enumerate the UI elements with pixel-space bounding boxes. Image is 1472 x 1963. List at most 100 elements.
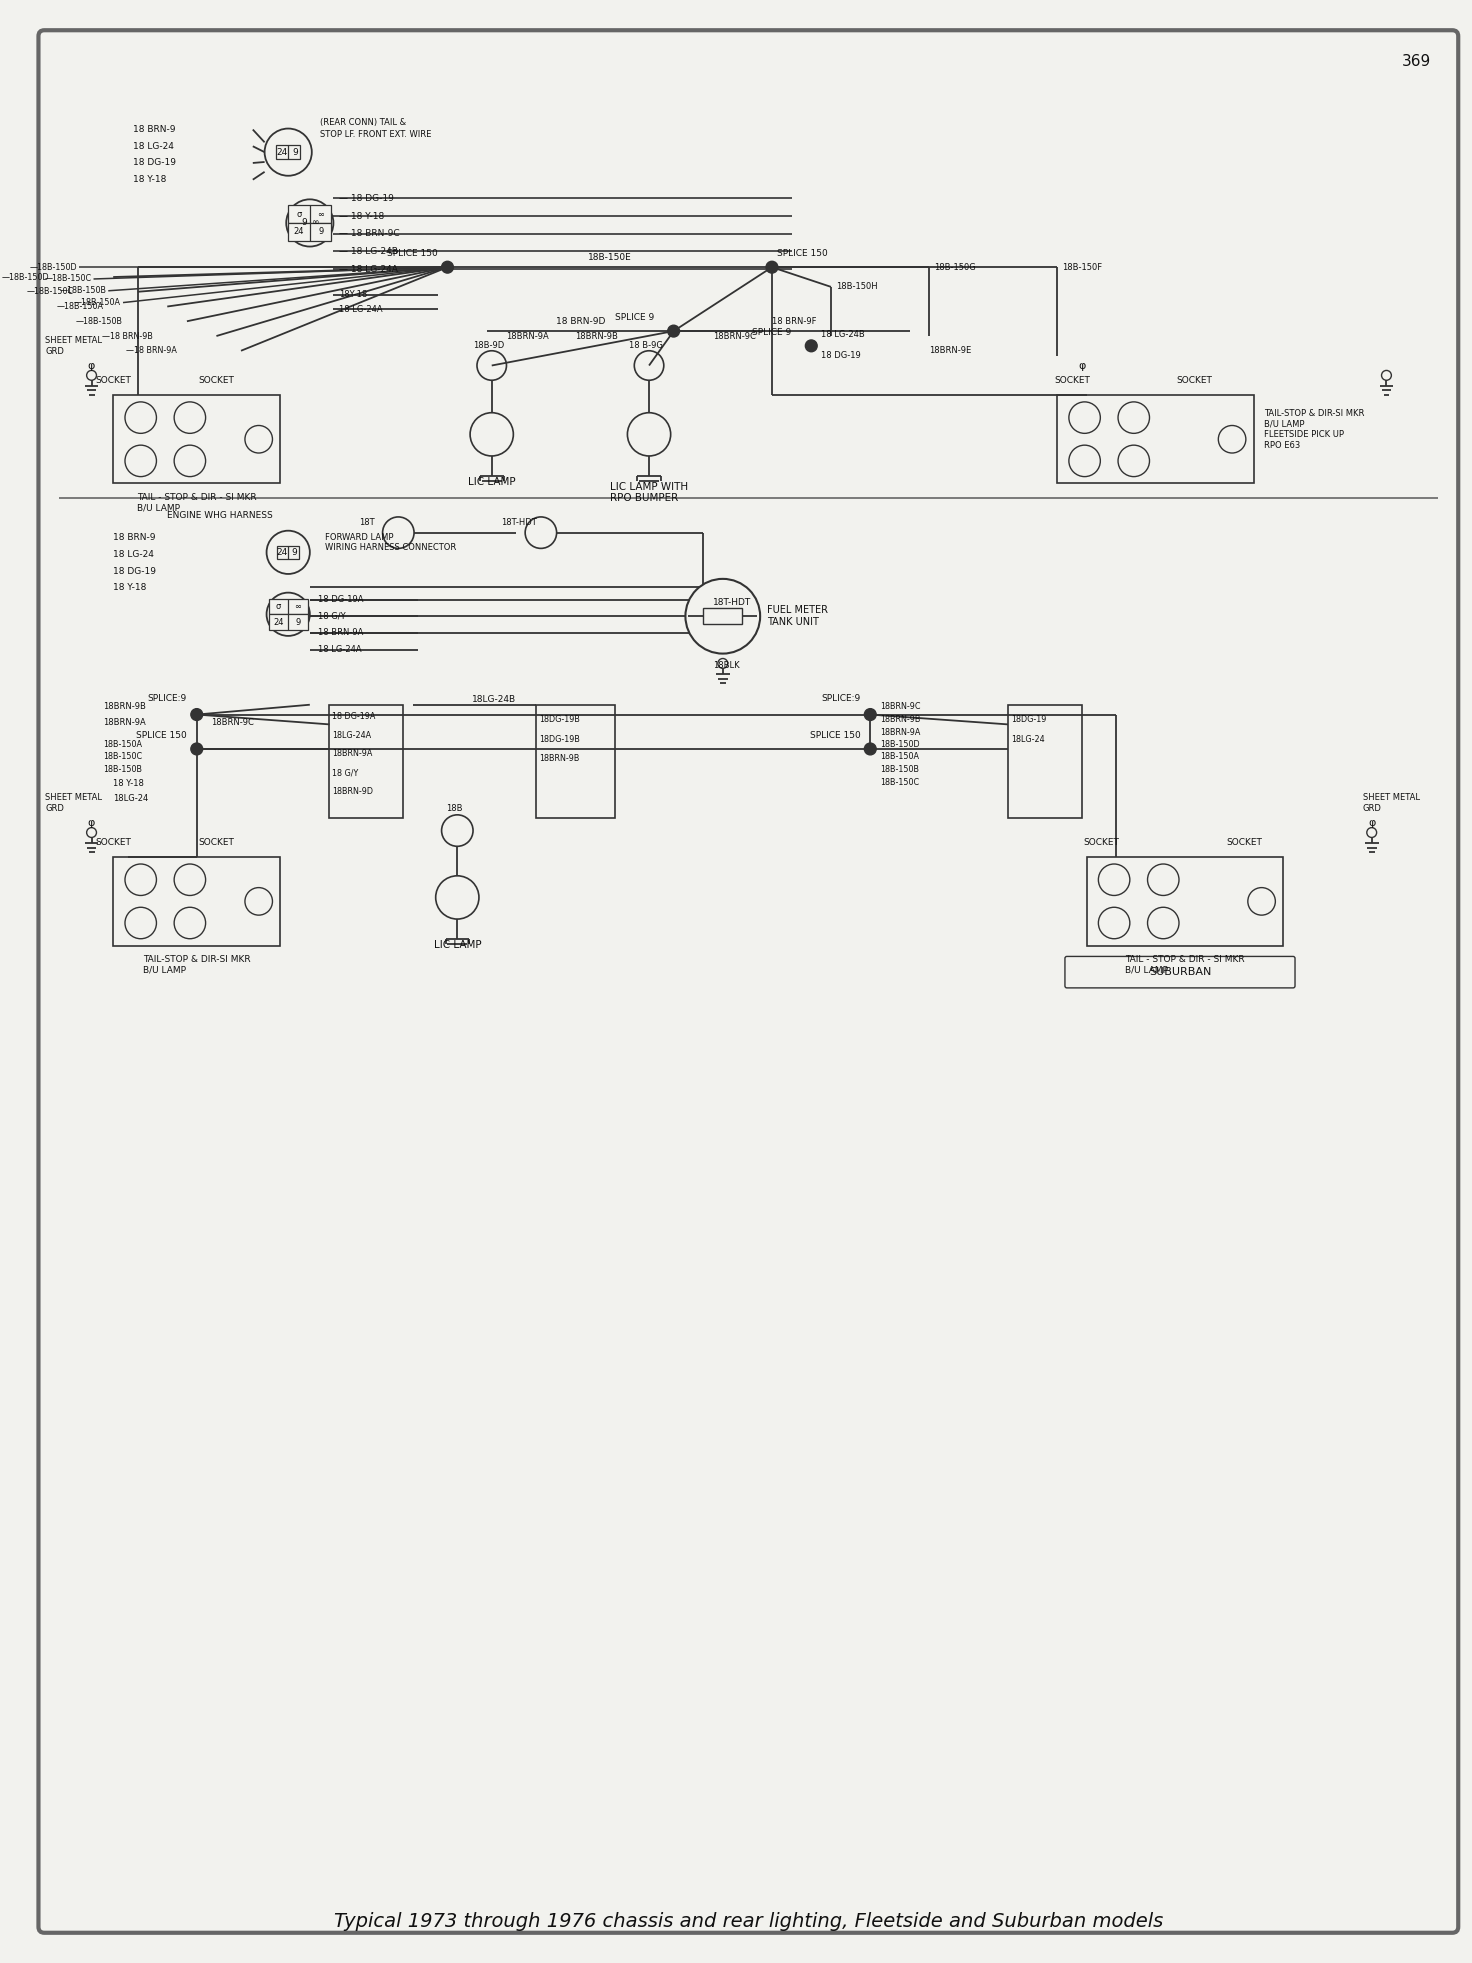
Text: 18 LG-24: 18 LG-24 xyxy=(132,141,174,151)
Circle shape xyxy=(1382,371,1391,381)
Text: 18BRN-9A: 18BRN-9A xyxy=(880,728,920,736)
Circle shape xyxy=(125,864,156,895)
Text: LIC LAMP: LIC LAMP xyxy=(468,477,515,487)
Bar xyxy=(277,145,300,159)
Text: 18 LG-24A: 18 LG-24A xyxy=(340,304,383,314)
Text: 18 BRN-9D: 18 BRN-9D xyxy=(555,316,605,326)
Text: TAIL-STOP & DIR-SI MKR
B/U LAMP
FLEETSIDE PICK UP
RPO E63: TAIL-STOP & DIR-SI MKR B/U LAMP FLEETSID… xyxy=(1263,410,1365,450)
Circle shape xyxy=(266,530,309,573)
Circle shape xyxy=(1069,446,1101,477)
Text: 18B-150B: 18B-150B xyxy=(880,766,919,773)
Text: 18 Y-18: 18 Y-18 xyxy=(113,583,147,593)
Text: — 18 Y-18: — 18 Y-18 xyxy=(340,212,384,220)
Bar xyxy=(536,705,615,819)
Text: ∞: ∞ xyxy=(294,603,302,610)
Circle shape xyxy=(125,446,156,477)
Text: 18BRN-9D: 18BRN-9D xyxy=(333,787,374,795)
Circle shape xyxy=(174,402,206,434)
Text: SPLICE 150: SPLICE 150 xyxy=(387,249,437,257)
Bar xyxy=(330,705,403,819)
Circle shape xyxy=(1069,402,1101,434)
Circle shape xyxy=(1367,828,1376,838)
Text: 18BRN-9C: 18BRN-9C xyxy=(212,718,255,726)
Text: SPLICE 9: SPLICE 9 xyxy=(615,312,654,322)
Circle shape xyxy=(191,744,203,756)
Bar xyxy=(113,858,280,946)
Text: σ: σ xyxy=(275,603,281,610)
Text: 18BRN-9B: 18BRN-9B xyxy=(539,754,580,764)
FancyBboxPatch shape xyxy=(1064,956,1295,987)
Circle shape xyxy=(805,340,817,351)
Text: φ: φ xyxy=(1078,361,1085,371)
Text: FORWARD LAMP
WIRING HARNESS CONNECTOR: FORWARD LAMP WIRING HARNESS CONNECTOR xyxy=(325,532,456,552)
Text: SPLICE 150: SPLICE 150 xyxy=(137,730,187,740)
Text: 18BRN-9B: 18BRN-9B xyxy=(880,715,920,724)
Text: 18 Y-18: 18 Y-18 xyxy=(113,779,144,787)
Text: 24: 24 xyxy=(274,618,284,626)
Text: SHEET METAL
GRD: SHEET METAL GRD xyxy=(46,793,103,813)
Text: Typical 1973 through 1976 chassis and rear lighting, Fleetside and Suburban mode: Typical 1973 through 1976 chassis and re… xyxy=(334,1912,1163,1932)
Circle shape xyxy=(244,426,272,453)
Text: SOCKET: SOCKET xyxy=(1176,375,1213,385)
Text: ∞: ∞ xyxy=(312,218,319,228)
Circle shape xyxy=(864,709,876,720)
Text: —18B-150B: —18B-150B xyxy=(77,316,124,326)
Text: — 18 LG-24A: — 18 LG-24A xyxy=(340,265,399,273)
Text: —18B-150D: —18B-150D xyxy=(1,273,49,281)
Bar xyxy=(289,206,331,224)
Text: 18 DG-19A: 18 DG-19A xyxy=(333,713,375,720)
Text: SPLICE 150: SPLICE 150 xyxy=(777,249,827,257)
Text: ∞: ∞ xyxy=(316,210,324,218)
Text: 18 LG-24: 18 LG-24 xyxy=(113,550,155,559)
Circle shape xyxy=(174,907,206,938)
Circle shape xyxy=(383,516,414,548)
Text: 18B-150C: 18B-150C xyxy=(103,752,143,762)
Bar xyxy=(277,546,299,559)
Circle shape xyxy=(470,412,514,455)
Text: 18BRN-9A: 18BRN-9A xyxy=(103,718,146,726)
Text: 18 DG-19: 18 DG-19 xyxy=(113,567,156,575)
Text: 18BRN-9E: 18BRN-9E xyxy=(929,345,972,355)
Text: 18B: 18B xyxy=(446,805,462,813)
Bar xyxy=(289,224,331,241)
Text: 9: 9 xyxy=(296,618,300,626)
Circle shape xyxy=(668,326,680,338)
Circle shape xyxy=(191,709,203,720)
Text: 18 DG-19: 18 DG-19 xyxy=(821,351,861,359)
Text: SOCKET: SOCKET xyxy=(199,838,234,846)
Text: SOCKET: SOCKET xyxy=(1226,838,1262,846)
Circle shape xyxy=(125,402,156,434)
Text: 369: 369 xyxy=(1401,53,1431,69)
Circle shape xyxy=(289,202,331,245)
Text: SUBURBAN: SUBURBAN xyxy=(1148,968,1211,978)
Text: 18 G/Y: 18 G/Y xyxy=(333,768,359,777)
Text: φ: φ xyxy=(1367,819,1375,828)
Circle shape xyxy=(174,446,206,477)
Text: 18BLK: 18BLK xyxy=(712,662,739,669)
Text: 18B-150A: 18B-150A xyxy=(103,740,143,748)
Text: —18B-150C: —18B-150C xyxy=(44,275,91,283)
Text: 18 Y-18: 18 Y-18 xyxy=(132,175,166,185)
Circle shape xyxy=(477,351,506,381)
Circle shape xyxy=(718,658,727,667)
Text: 18 G/Y: 18 G/Y xyxy=(318,612,346,620)
Text: 18DG-19B: 18DG-19B xyxy=(539,715,580,724)
Circle shape xyxy=(286,200,334,247)
Text: 18BRN-9B: 18BRN-9B xyxy=(103,703,146,711)
Text: 18T-HDT: 18T-HDT xyxy=(502,518,537,528)
Circle shape xyxy=(1119,446,1150,477)
Circle shape xyxy=(174,864,206,895)
Text: TAIL - STOP & DIR - SI MKR
B/U LAMP: TAIL - STOP & DIR - SI MKR B/U LAMP xyxy=(137,493,256,512)
Text: SOCKET: SOCKET xyxy=(96,375,131,385)
Text: 18 DG-19: 18 DG-19 xyxy=(132,159,175,167)
Circle shape xyxy=(125,907,156,938)
Circle shape xyxy=(627,412,671,455)
Text: STOP LF. FRONT EXT. WIRE: STOP LF. FRONT EXT. WIRE xyxy=(319,130,431,139)
Text: σ: σ xyxy=(296,210,302,218)
Text: 24: 24 xyxy=(277,548,287,557)
Text: 18LG-24: 18LG-24 xyxy=(113,793,149,803)
Text: FUEL METER
TANK UNIT: FUEL METER TANK UNIT xyxy=(767,605,829,626)
Text: 18B-150C: 18B-150C xyxy=(880,777,919,787)
Text: SHEET METAL
GRD: SHEET METAL GRD xyxy=(46,336,103,355)
Circle shape xyxy=(244,887,272,915)
